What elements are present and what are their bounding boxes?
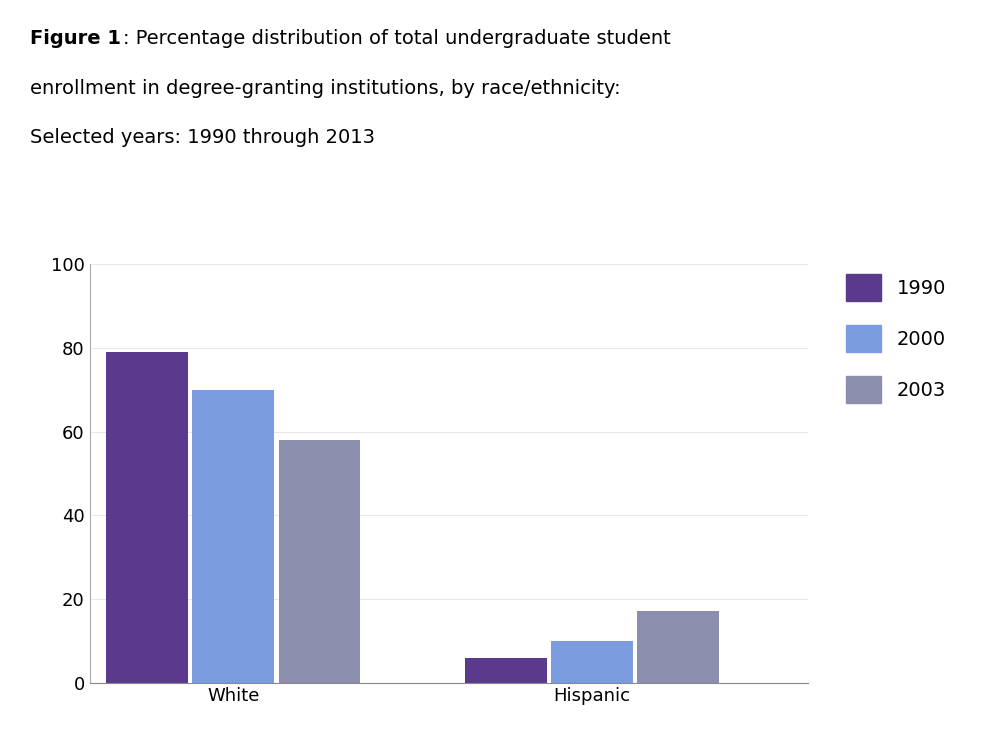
Bar — [192, 390, 274, 683]
Bar — [466, 658, 547, 683]
Text: Selected years: 1990 through 2013: Selected years: 1990 through 2013 — [30, 128, 375, 147]
Text: : Percentage distribution of total undergraduate student: : Percentage distribution of total under… — [123, 29, 670, 48]
Bar — [278, 440, 360, 683]
Legend: 1990, 2000, 2003: 1990, 2000, 2003 — [846, 274, 946, 403]
Bar — [637, 611, 719, 683]
Bar — [107, 352, 188, 683]
Text: Figure 1: Figure 1 — [30, 29, 121, 48]
Bar — [551, 641, 633, 683]
Text: enrollment in degree-granting institutions, by race/ethnicity:: enrollment in degree-granting institutio… — [30, 79, 620, 98]
